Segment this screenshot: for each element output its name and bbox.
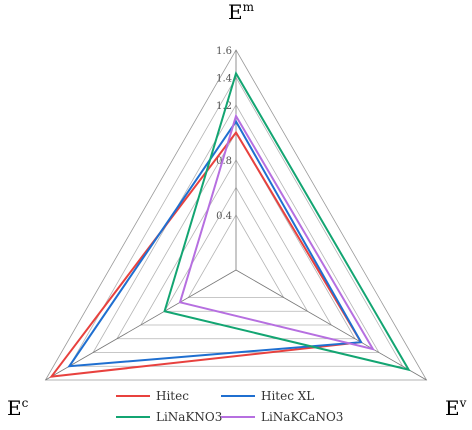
legend-label: LiNaKCaNO3 (261, 410, 343, 424)
axis-spoke (235, 269, 427, 381)
series-linakcano3 (178, 113, 375, 351)
tick-label: 1.2 (216, 101, 232, 112)
grid-ring (163, 186, 309, 312)
axis-title-em: Em (228, 0, 255, 24)
legend-label: Hitec XL (261, 389, 314, 403)
grid-ring (116, 131, 356, 340)
grid-ring (44, 49, 428, 381)
grid-ring (68, 76, 404, 367)
grid-ring (140, 159, 332, 326)
axis-title-ec: Ec (7, 396, 29, 420)
legend-label: Hitec (156, 389, 189, 403)
series-hitec (49, 130, 363, 378)
grid-ring (187, 214, 285, 298)
radar-axes (45, 50, 427, 381)
axis-spoke (45, 269, 237, 381)
radial-tick-labels: 0.4 0.8 1.2 1.4 1.6 (216, 46, 232, 222)
series-linakno3 (163, 70, 411, 372)
data-series (49, 70, 411, 378)
legend: Hitec Hitec XL LiNaKNO3 LiNaKCaNO3 (116, 389, 343, 424)
tick-label: 0.4 (216, 211, 232, 222)
tick-label: 0.8 (216, 156, 232, 167)
axis-title-ev: Ev (445, 396, 467, 420)
legend-label: LiNaKNO3 (156, 410, 222, 424)
series-hitec-xl (67, 119, 363, 368)
axis-titles: Em Ev Ec (7, 0, 467, 420)
tick-label: 1.4 (216, 74, 232, 85)
tick-label: 1.6 (216, 46, 232, 57)
